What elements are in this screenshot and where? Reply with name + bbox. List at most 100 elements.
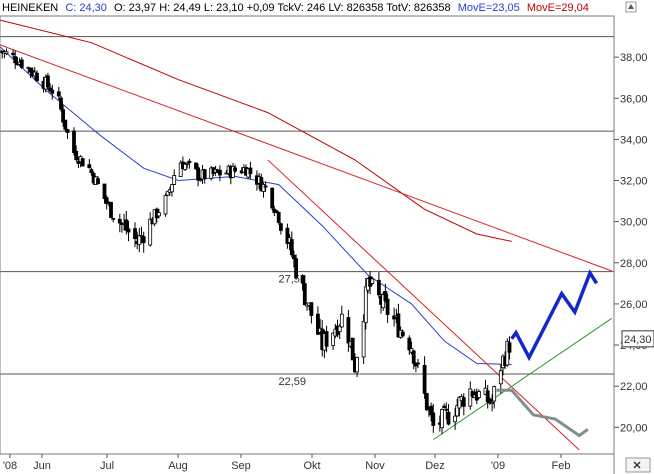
candle-body: [276, 212, 281, 223]
candle-body: [74, 150, 79, 161]
x-tick-label: Aug: [168, 460, 188, 472]
candle-body: [468, 388, 473, 407]
candle-body: [102, 183, 107, 200]
x-tick-label: '09: [491, 460, 505, 472]
y-tick-label: 32,00: [620, 176, 648, 188]
last-price-tag: [621, 330, 654, 348]
candle-body: [416, 362, 420, 365]
candle-body: [302, 283, 307, 306]
candle-body: [126, 228, 131, 233]
candle-body: [355, 356, 360, 373]
y-tick-label: 34,00: [620, 134, 648, 146]
candle-body: [172, 174, 177, 185]
y-tick-label: 28,00: [620, 258, 648, 270]
candle-body: [337, 325, 342, 333]
candle-body: [124, 219, 129, 231]
y-tick-label: 36,00: [620, 93, 648, 105]
candle-body: [50, 89, 55, 94]
candle-body: [263, 185, 268, 188]
y-tick-label: 20,00: [620, 422, 648, 434]
moving-average-fast-line: [0, 46, 512, 365]
candle-body: [261, 183, 266, 192]
candle-body: [487, 398, 492, 404]
candle-body: [104, 197, 109, 204]
y-tick-label: 38,00: [620, 52, 648, 64]
candle-body: [217, 169, 222, 176]
candle-body: [470, 391, 475, 397]
y-tick-label: 22,00: [620, 381, 648, 393]
candle-body: [422, 364, 427, 394]
x-tick-label: Jun: [33, 460, 51, 472]
candle-body: [233, 167, 238, 172]
candle-body: [165, 190, 170, 196]
candle-body: [324, 331, 329, 347]
candle-body: [63, 119, 68, 130]
y-tick-label: 26,00: [620, 299, 648, 311]
projection-bullish-line: [510, 269, 599, 362]
candle-body: [156, 212, 161, 217]
candle-body: [331, 332, 336, 346]
candle-body: [187, 160, 192, 163]
candle-body: [407, 337, 412, 351]
candle-body: [498, 370, 503, 385]
candle-body: [396, 313, 401, 338]
candle-body: [46, 75, 50, 88]
candle-body: [461, 397, 466, 407]
candle-body: [4, 51, 9, 54]
candle-body: [109, 201, 113, 218]
candle-body: [137, 235, 142, 245]
axes-group: 20,0022,0024,0026,0028,0030,0032,0034,00…: [0, 15, 654, 474]
candle-body: [72, 130, 76, 154]
symbol-label: HEINEKEN: [2, 2, 58, 14]
candle-body: [248, 167, 253, 175]
candle-body: [444, 408, 449, 411]
candle-body: [400, 331, 405, 337]
candle-body: [424, 393, 429, 411]
candle-body: [65, 129, 70, 133]
corner-widget[interactable]: [625, 1, 651, 473]
close-price-label: C: 24,30: [65, 2, 107, 14]
candle-body: [442, 405, 447, 409]
candle-body: [198, 179, 203, 182]
close-icon: [633, 461, 641, 469]
candle-body: [87, 164, 92, 169]
candle-body: [492, 386, 497, 402]
candle-body: [80, 158, 85, 167]
candle-body: [278, 223, 283, 231]
candle-body: [505, 340, 510, 366]
projections-group: [496, 269, 599, 438]
candle-body: [289, 239, 294, 256]
last-price-label: 24,30: [624, 334, 652, 346]
candle-body: [346, 317, 351, 344]
candle-body: [490, 401, 495, 404]
candle-body: [117, 218, 122, 224]
candle-body: [194, 162, 198, 170]
x-tick-label: Okt: [303, 460, 320, 472]
candle-body: [178, 162, 183, 178]
candle-body: [315, 313, 320, 335]
trendline-up: [433, 317, 613, 441]
trendline-down-short: [267, 159, 580, 451]
x-tick-label: Jul: [100, 460, 114, 472]
candle-body: [350, 337, 355, 361]
candle-body: [440, 408, 444, 429]
moving-averages-group: [0, 19, 512, 365]
ma-slow-label: MovE=29,04: [527, 2, 589, 14]
plot-frame: [0, 15, 615, 455]
candle-body: [59, 97, 63, 110]
candle-body: [96, 178, 100, 184]
candle-body: [300, 275, 305, 284]
candle-body: [89, 169, 94, 174]
candle-body: [370, 278, 375, 284]
candle-body: [170, 184, 174, 193]
candle-body: [141, 236, 146, 244]
candle-body: [183, 163, 188, 170]
ma-fast-label: MovE=23,05: [458, 2, 520, 14]
candle-body: [285, 227, 290, 244]
candle-body: [453, 415, 458, 423]
candle-body: [361, 320, 366, 358]
svg-text:HEINEKEN C: 24,30: HEINEKEN C: 24,30 O: 23,97 H: 24,49 L: 2…: [2, 2, 589, 14]
trendline-down-long: [0, 44, 612, 272]
